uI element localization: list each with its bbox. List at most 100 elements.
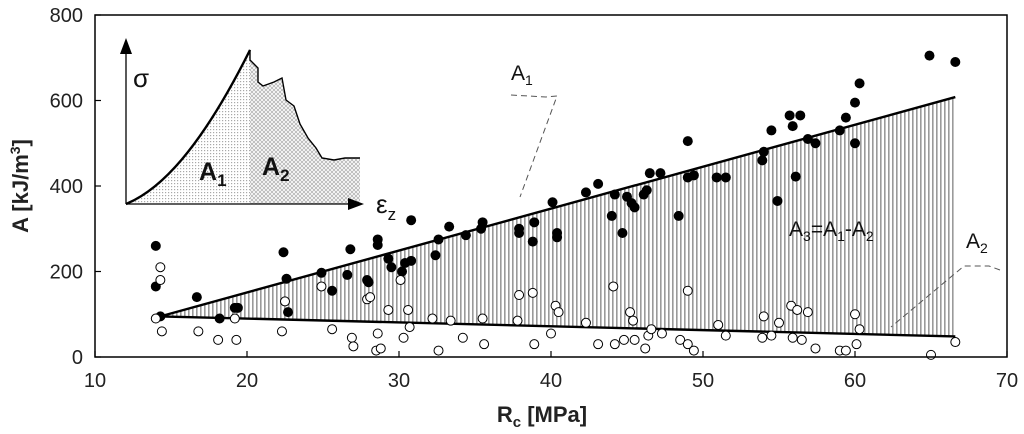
y-axis-title: A [kJ/m3] (7, 139, 33, 233)
a1-callout-leader (510, 94, 558, 198)
open-data-point (155, 262, 166, 273)
filled-data-point (342, 269, 353, 280)
filled-data-point (757, 155, 768, 166)
filled-data-point (617, 228, 628, 239)
open-data-point (365, 292, 376, 303)
open-data-point (276, 326, 287, 337)
open-data-point (608, 281, 619, 292)
x-tick-label: 30 (388, 370, 410, 392)
filled-data-point (214, 313, 225, 324)
filled-data-point (784, 110, 795, 121)
open-data-point (766, 330, 777, 341)
upper-fit-line (160, 95, 956, 318)
filled-data-point (444, 221, 455, 232)
open-data-point (682, 339, 693, 350)
open-data-point (774, 317, 784, 328)
open-data-point (280, 296, 290, 307)
filled-data-point (386, 262, 397, 273)
open-data-point (682, 285, 693, 296)
open-data-point (512, 315, 523, 326)
filled-data-point (433, 234, 444, 245)
filled-points-series (150, 50, 961, 324)
open-data-point (757, 332, 768, 343)
filled-data-point (641, 185, 652, 196)
open-data-point (802, 307, 813, 318)
open-data-point (688, 345, 699, 356)
y-axis-title-end: ] (8, 139, 33, 146)
open-data-point (625, 307, 636, 318)
open-data-point (375, 343, 386, 354)
filled-data-point (345, 244, 356, 255)
x-axis-title-subscript: c (513, 414, 521, 431)
open-data-point (713, 319, 724, 330)
filled-data-point (606, 210, 617, 221)
inset-area-a1 (126, 50, 250, 204)
open-data-point (372, 328, 383, 339)
open-data-point (618, 334, 629, 345)
open-data-point (155, 275, 166, 286)
open-data-point (854, 324, 865, 335)
filled-data-point (316, 267, 327, 278)
filled-data-point (150, 240, 161, 251)
y-tick-label: 400 (50, 176, 83, 198)
filled-data-point (283, 307, 294, 318)
open-data-point (457, 332, 468, 343)
filled-data-point (527, 236, 538, 247)
open-data-point (346, 332, 357, 343)
inset-y-axis-arrow (120, 38, 132, 54)
inset-x-axis-arrow (348, 198, 364, 210)
open-data-point (796, 334, 807, 345)
filled-data-point (430, 250, 441, 261)
filled-data-point (232, 302, 243, 313)
open-data-point (477, 313, 488, 324)
open-data-point (792, 304, 803, 315)
filled-data-point (655, 168, 666, 179)
open-data-point (656, 328, 667, 339)
open-data-point (231, 334, 242, 345)
x-tick-label: 50 (692, 370, 714, 392)
filled-data-point (476, 223, 487, 234)
open-data-point (156, 326, 167, 337)
filled-data-point (673, 210, 684, 221)
y-axis-title-superscript: 3 (7, 146, 23, 154)
filled-data-point (711, 172, 722, 183)
x-axis-title: Rc [MPa] (497, 402, 587, 431)
y-axis-ticks: 0 200 400 600 800 (50, 5, 101, 369)
open-data-point (383, 304, 394, 315)
inset-area-a2 (250, 50, 360, 204)
filled-data-point (787, 121, 798, 132)
inset-area-a2-label: A2 (262, 153, 290, 185)
open-data-point (640, 343, 651, 354)
open-data-point (546, 328, 556, 339)
open-data-point (398, 332, 409, 343)
filled-data-point (609, 189, 620, 200)
open-data-point (758, 311, 769, 322)
open-points-series (150, 262, 961, 360)
a2-callout-leader (890, 265, 1001, 328)
y-tick-label: 200 (50, 262, 83, 284)
inset-stress-strain: σ εz A1 A2 (120, 38, 396, 224)
x-axis-ticks: 10 20 30 40 50 60 70 (84, 351, 1018, 392)
open-data-point (646, 324, 657, 335)
open-data-point (348, 341, 359, 352)
open-data-point (229, 313, 240, 324)
filled-data-point (802, 133, 813, 144)
filled-data-point (327, 285, 338, 296)
open-data-point (926, 349, 936, 360)
x-tick-label: 60 (844, 370, 866, 392)
a3-shaded-region (160, 97, 956, 337)
open-data-point (445, 315, 456, 326)
filled-data-point (924, 50, 935, 61)
open-data-point (213, 334, 224, 345)
open-data-point (840, 345, 851, 356)
open-data-point (609, 339, 620, 350)
filled-data-point (593, 178, 604, 189)
open-data-point (851, 339, 862, 350)
open-data-point (850, 309, 860, 320)
open-data-point (327, 324, 338, 335)
filled-data-point (529, 217, 540, 228)
filled-data-point (514, 223, 525, 234)
filled-data-point (383, 253, 394, 264)
x-axis-title-unit: [MPa] (521, 402, 587, 427)
filled-data-point (688, 170, 699, 181)
